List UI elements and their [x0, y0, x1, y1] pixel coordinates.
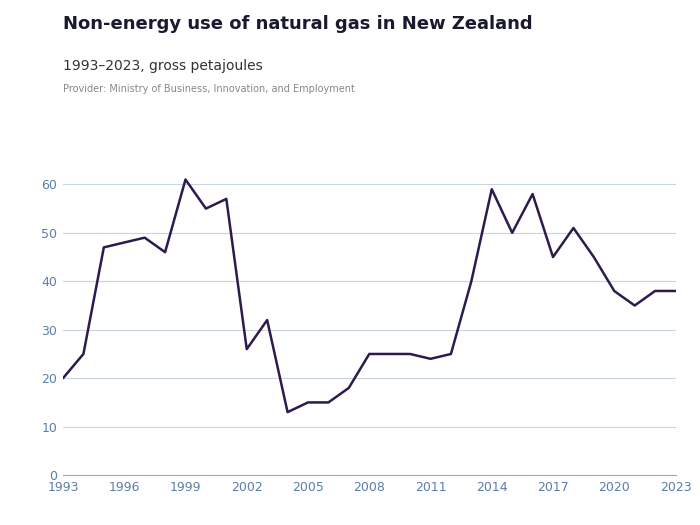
- Text: 1993–2023, gross petajoules: 1993–2023, gross petajoules: [63, 59, 262, 73]
- Text: Non-energy use of natural gas in New Zealand: Non-energy use of natural gas in New Zea…: [63, 15, 533, 33]
- Text: figure.nz: figure.nz: [588, 17, 658, 30]
- Text: Provider: Ministry of Business, Innovation, and Employment: Provider: Ministry of Business, Innovati…: [63, 84, 355, 94]
